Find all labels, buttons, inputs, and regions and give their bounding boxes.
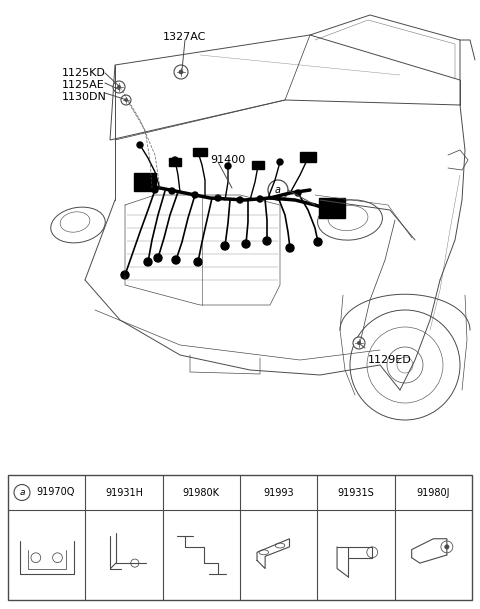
Circle shape	[172, 256, 180, 264]
Circle shape	[225, 163, 231, 169]
Circle shape	[195, 149, 201, 155]
Text: a: a	[275, 185, 281, 195]
Circle shape	[257, 196, 263, 202]
Text: 91980J: 91980J	[417, 487, 450, 498]
Circle shape	[192, 192, 198, 198]
Circle shape	[124, 99, 128, 102]
Circle shape	[444, 544, 449, 549]
Circle shape	[117, 85, 121, 89]
Circle shape	[237, 197, 243, 203]
Circle shape	[255, 163, 261, 169]
Circle shape	[286, 244, 294, 252]
Circle shape	[357, 341, 361, 345]
Circle shape	[295, 190, 301, 196]
Circle shape	[174, 65, 188, 79]
Text: 91931S: 91931S	[337, 487, 374, 498]
Circle shape	[275, 194, 281, 200]
Circle shape	[215, 195, 221, 201]
Circle shape	[305, 155, 311, 161]
Bar	[300, 152, 316, 162]
Circle shape	[137, 142, 143, 148]
Text: 1130DN: 1130DN	[62, 92, 107, 102]
Text: 91400: 91400	[210, 155, 245, 165]
Text: 1327AC: 1327AC	[163, 32, 207, 42]
Circle shape	[154, 254, 162, 262]
Text: 1129ED: 1129ED	[368, 355, 412, 365]
Text: 91993: 91993	[264, 487, 294, 498]
Circle shape	[268, 180, 288, 200]
Circle shape	[277, 159, 283, 165]
Bar	[193, 148, 207, 156]
Circle shape	[113, 81, 125, 93]
Text: a: a	[19, 488, 25, 497]
Text: 1125AE: 1125AE	[62, 80, 105, 90]
Circle shape	[144, 258, 152, 266]
Text: 91970Q: 91970Q	[36, 487, 74, 498]
Circle shape	[121, 271, 129, 279]
Circle shape	[353, 337, 365, 349]
Circle shape	[221, 242, 229, 250]
Circle shape	[263, 237, 271, 245]
Circle shape	[242, 240, 250, 248]
Circle shape	[172, 157, 178, 163]
Text: 1125KD: 1125KD	[62, 68, 106, 78]
Circle shape	[179, 70, 183, 74]
Bar	[8, 475, 472, 600]
Circle shape	[169, 188, 175, 194]
Circle shape	[314, 238, 322, 246]
Bar	[319, 198, 345, 218]
Bar	[134, 173, 156, 191]
Circle shape	[14, 485, 30, 501]
Circle shape	[194, 258, 202, 266]
Circle shape	[121, 95, 131, 105]
Text: 91980K: 91980K	[183, 487, 220, 498]
Bar	[169, 158, 181, 166]
Circle shape	[152, 187, 158, 193]
Bar	[252, 161, 264, 169]
Text: 91931H: 91931H	[105, 487, 143, 498]
